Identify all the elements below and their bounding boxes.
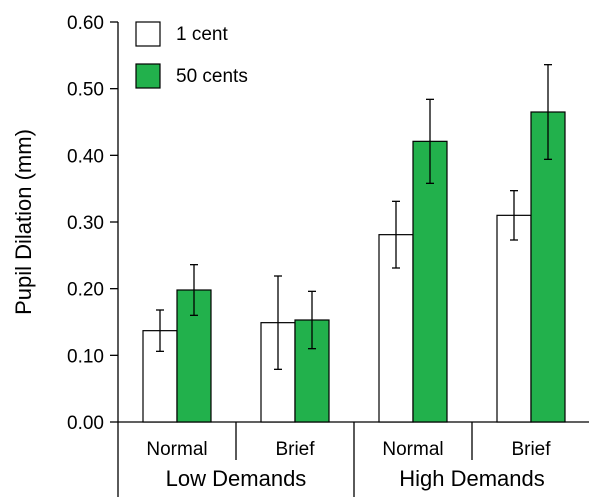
legend-label: 50 cents (176, 66, 248, 87)
y-tick-label: 0.50 (67, 80, 104, 101)
legend-swatch (135, 63, 161, 89)
bar (496, 214, 532, 423)
bar (412, 140, 448, 423)
bars (142, 111, 566, 423)
y-ticks: 0.00 0.10 0.20 0.30 0.40 0.50 0.60 (67, 13, 118, 434)
y-tick-label: 0.10 (67, 346, 104, 367)
x-group-label: High Demands (399, 466, 545, 491)
y-tick-label: 0.30 (67, 213, 104, 234)
bar (530, 111, 566, 423)
y-tick-label: 0.60 (67, 13, 104, 34)
x-category-label: Brief (275, 439, 315, 460)
error-bars (156, 64, 552, 370)
legend-label: 1 cent (176, 24, 228, 45)
x-category-labels: Normal Brief Normal Brief Low Demands High De… (146, 439, 551, 491)
legend-swatch (135, 21, 161, 47)
x-category-label: Normal (382, 439, 443, 460)
y-tick-label: 0.00 (67, 413, 104, 434)
y-tick-label: 0.20 (67, 280, 104, 301)
x-group-label: Low Demands (166, 466, 307, 491)
x-category-label: Normal (146, 439, 207, 460)
y-tick-label: 0.40 (67, 146, 104, 167)
y-axis-title: Pupil Dilation (mm) (11, 129, 36, 315)
x-category-label: Brief (511, 439, 551, 460)
legend: 1 cent 50 cents (135, 21, 248, 89)
